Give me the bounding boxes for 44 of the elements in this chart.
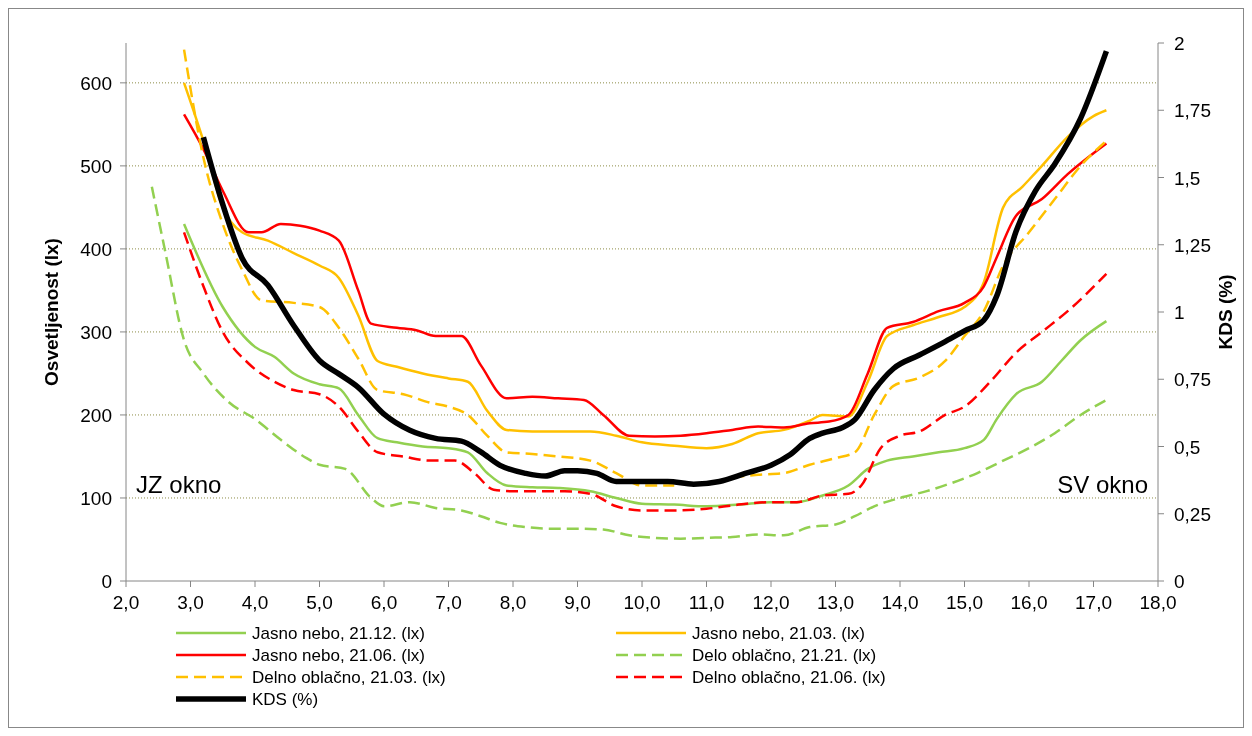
y2-tick-label: 1 <box>1174 302 1185 323</box>
y2-tick-label: 0,25 <box>1174 503 1211 525</box>
x-tick-label: 5,0 <box>306 592 333 613</box>
y2-tick-label: 0,5 <box>1174 436 1201 458</box>
y-axis-title: Osvetljenost (lx) <box>41 238 62 386</box>
y-tick-label: 0 <box>101 571 112 592</box>
legend-label: KDS (%) <box>252 690 319 709</box>
y2-axis-title: KDS (%) <box>1215 274 1236 350</box>
x-tick-label: 6,0 <box>370 592 398 613</box>
y2-tick-label: 0 <box>1174 571 1185 592</box>
x-tick-label: 7,0 <box>435 592 462 613</box>
legend-label: Jasno nebo, 21.12. (lx) <box>252 624 425 643</box>
y-tick-label: 100 <box>80 487 112 509</box>
x-tick-label: 16,0 <box>1010 592 1048 613</box>
y-tick-label: 200 <box>80 404 112 426</box>
y2-tick-label: 1,75 <box>1174 100 1211 122</box>
x-tick-label: 3,0 <box>177 592 204 613</box>
y2-tick-label: 0,75 <box>1174 369 1211 391</box>
x-tick-label: 18,0 <box>1139 592 1177 613</box>
y2-tick-label: 2 <box>1174 33 1185 54</box>
y2-tick-label: 1,5 <box>1174 167 1201 189</box>
x-tick-label: 12,0 <box>752 592 790 613</box>
legend-label: Delno oblačno, 21.03. (lx) <box>252 668 446 687</box>
x-tick-label: 10,0 <box>623 592 661 613</box>
y-tick-label: 600 <box>80 72 112 94</box>
x-tick-label: 13,0 <box>817 592 854 613</box>
annotation: JZ okno <box>136 471 222 499</box>
legend-label: Jasno nebo, 21.03. (lx) <box>692 624 865 643</box>
x-tick-label: 4,0 <box>241 592 269 613</box>
x-tick-label: 14,0 <box>881 592 919 613</box>
x-tick-label: 8,0 <box>499 592 527 613</box>
annotation: SV okno <box>1057 471 1148 499</box>
y-tick-label: 300 <box>80 321 112 343</box>
legend-label: Delno oblačno, 21.06. (lx) <box>692 668 886 687</box>
x-tick-label: 17,0 <box>1075 592 1112 613</box>
x-tick-label: 15,0 <box>946 592 983 613</box>
x-tick-label: 9,0 <box>564 592 591 613</box>
y-tick-label: 400 <box>80 238 112 260</box>
x-tick-label: 2,0 <box>112 592 140 613</box>
legend-label: Jasno nebo, 21.06. (lx) <box>252 646 425 665</box>
y-tick-label: 500 <box>80 155 112 177</box>
y2-tick-label: 1,25 <box>1174 234 1211 256</box>
x-tick-label: 11,0 <box>688 592 725 613</box>
legend-label: Delo oblačno, 21.21. (lx) <box>692 646 877 665</box>
